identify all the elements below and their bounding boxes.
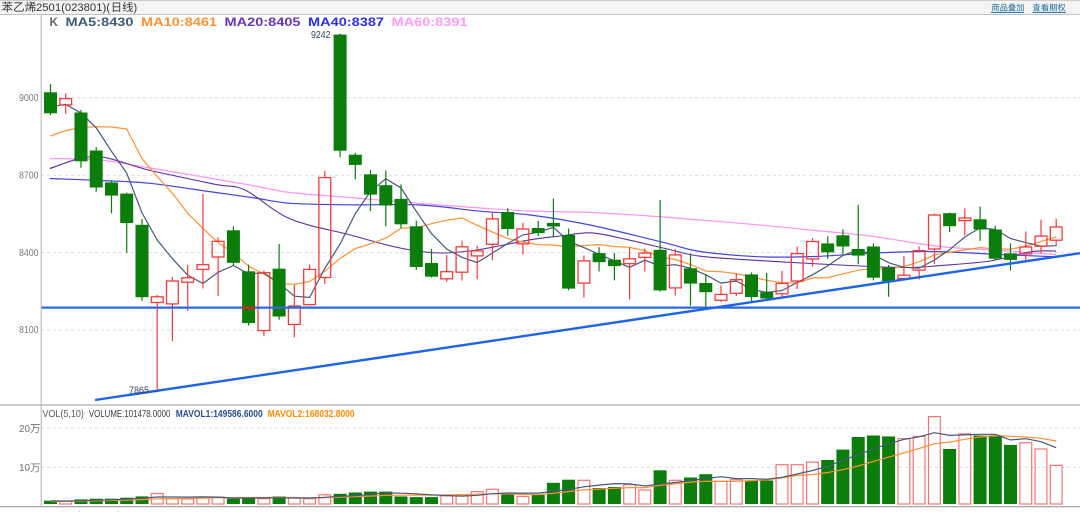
svg-text:MAVOL2:168032.8000: MAVOL2:168032.8000 [268,408,355,420]
svg-text:10: 10 [19,463,30,474]
svg-text:→: → [332,30,341,40]
svg-text:8700: 8700 [19,170,39,181]
svg-text:MA5:8430: MA5:8430 [66,17,134,29]
svg-text:9242: 9242 [311,30,331,41]
svg-text:MACD:17.4868: MACD:17.4868 [265,510,333,512]
svg-text:MA20:8405: MA20:8405 [225,17,302,29]
svg-text:DEA:13.9557: DEA:13.9557 [199,510,257,512]
svg-text:VOLUME:101478.0000: VOLUME:101478.0000 [89,408,171,420]
svg-text:VOL(5,10): VOL(5,10) [42,408,84,420]
svg-text:K: K [50,17,59,29]
svg-text:7865: 7865 [129,385,149,396]
svg-text:MAVOL1:149586.6000: MAVOL1:149586.6000 [176,408,263,420]
svg-text:DIFF:33.5021: DIFF:33.5021 [129,510,191,512]
svg-text:MA60:8391: MA60:8391 [392,17,469,29]
svg-text:2501(023801)(: 2501(023801)( [36,2,110,14]
svg-text:MA10:8461: MA10:8461 [141,17,218,29]
svg-text:8100: 8100 [19,325,39,336]
svg-text:): ) [134,2,138,14]
svg-text:→: → [150,385,159,395]
svg-text:20: 20 [19,424,30,435]
svg-text:8400: 8400 [19,248,39,259]
svg-text:MA40:8387: MA40:8387 [308,17,384,29]
svg-text:MACD(12,26,9): MACD(12,26,9) [45,510,121,512]
svg-text:9000: 9000 [19,93,39,104]
